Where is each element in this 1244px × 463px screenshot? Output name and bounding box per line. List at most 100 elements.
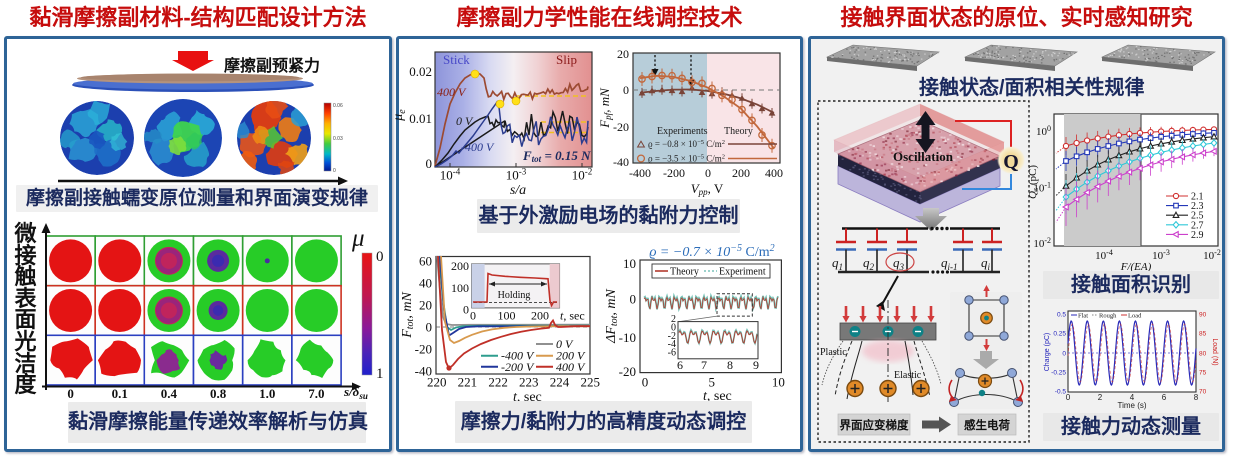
svg-text:20: 20 — [419, 298, 432, 313]
svg-text:qi: qi — [981, 255, 991, 272]
svg-text:2.3: 2.3 — [1191, 201, 1204, 212]
svg-text:221: 221 — [458, 375, 478, 390]
svg-text:1.0: 1.0 — [259, 386, 275, 401]
svg-text:0.02: 0.02 — [409, 64, 432, 79]
svg-text:100: 100 — [1036, 124, 1051, 138]
svg-text:0: 0 — [463, 303, 469, 317]
svg-text:0.8: 0.8 — [210, 386, 227, 401]
svg-text:0: 0 — [630, 292, 637, 307]
svg-text:200: 200 — [451, 259, 469, 273]
svg-text:7: 7 — [701, 358, 707, 372]
svg-text:-0.5: -0.5 — [1055, 389, 1067, 396]
svg-text:F/(EA): F/(EA) — [1120, 261, 1152, 273]
svg-text:q3: q3 — [893, 255, 905, 272]
svg-text:10-2: 10-2 — [1203, 248, 1221, 262]
svg-text:0: 0 — [623, 83, 629, 97]
svg-text:Load: Load — [1128, 313, 1142, 320]
svg-text:90: 90 — [1199, 312, 1207, 319]
svg-text:10: 10 — [623, 256, 636, 271]
svg-text:200: 200 — [531, 309, 549, 323]
svg-text:-200: -200 — [663, 166, 685, 180]
svg-text:8: 8 — [1194, 393, 1199, 402]
svg-text:Fpf, mN: Fpf, mN — [597, 87, 613, 129]
svg-text:9: 9 — [753, 358, 759, 372]
svg-text:6: 6 — [1162, 393, 1167, 402]
svg-text:8: 8 — [727, 358, 733, 372]
svg-text:2.9: 2.9 — [1191, 230, 1204, 241]
svg-text:μe: μe — [391, 109, 408, 122]
svg-text:2.1: 2.1 — [1191, 192, 1204, 203]
svg-text:2: 2 — [671, 314, 676, 325]
svg-text:Time (s): Time (s) — [1117, 401, 1146, 410]
svg-text:Theory: Theory — [670, 267, 699, 278]
svg-text:Load (N): Load (N) — [1211, 338, 1218, 365]
svg-text:0.1: 0.1 — [112, 386, 128, 401]
svg-text:Oscillation: Oscillation — [893, 149, 954, 164]
svg-text:Qs (pC): Qs (pC) — [1027, 165, 1040, 199]
svg-text:-10: -10 — [619, 330, 636, 345]
svg-text:-400: -400 — [629, 166, 651, 180]
svg-text:70: 70 — [1199, 389, 1207, 396]
svg-text:2.7: 2.7 — [1191, 220, 1204, 231]
svg-text:ϱ = −0.8 × 10−5 C/m2: ϱ = −0.8 × 10−5 C/m2 — [648, 139, 725, 149]
svg-text:0.5: 0.5 — [1057, 312, 1066, 319]
svg-text:ϱ = −3.5 × 10−5 C/m2: ϱ = −3.5 × 10−5 C/m2 — [648, 154, 725, 164]
svg-text:Elastic: Elastic — [894, 370, 922, 381]
svg-text:0.01: 0.01 — [409, 111, 432, 126]
svg-text:qi-1: qi-1 — [941, 255, 958, 272]
svg-text:0: 0 — [426, 156, 433, 171]
svg-text:220: 220 — [427, 375, 447, 390]
svg-text:10-4: 10-4 — [1095, 248, 1113, 262]
svg-text:5: 5 — [708, 375, 715, 390]
svg-text:10-3: 10-3 — [506, 167, 527, 183]
svg-text:μ: μ — [351, 225, 365, 252]
svg-text:0: 0 — [642, 375, 649, 390]
svg-text:-0.25: -0.25 — [1051, 370, 1066, 377]
svg-text:0.03: 0.03 — [333, 136, 343, 142]
svg-text:-40: -40 — [613, 155, 629, 169]
svg-text:0: 0 — [1062, 351, 1066, 358]
svg-text:400 V: 400 V — [437, 85, 467, 99]
svg-text:2: 2 — [1098, 393, 1103, 402]
svg-text:10-2: 10-2 — [1033, 236, 1051, 250]
svg-text:0: 0 — [1066, 393, 1071, 402]
svg-text:4: 4 — [1130, 393, 1135, 402]
svg-text:0: 0 — [67, 386, 74, 401]
svg-text:0.06: 0.06 — [333, 103, 343, 109]
svg-text:-20: -20 — [415, 342, 432, 357]
svg-text:10-2: 10-2 — [572, 167, 593, 183]
svg-text:0.4: 0.4 — [161, 386, 178, 401]
svg-text:q2: q2 — [863, 255, 875, 272]
svg-text:q1: q1 — [832, 255, 843, 272]
svg-text:-400 V: -400 V — [501, 349, 535, 363]
svg-text:-200 V: -200 V — [501, 360, 535, 374]
svg-text:40: 40 — [419, 276, 432, 291]
svg-text:-20: -20 — [619, 364, 636, 379]
svg-text:0: 0 — [376, 249, 384, 265]
svg-text:0.25: 0.25 — [1053, 331, 1066, 338]
svg-text:20: 20 — [617, 47, 629, 61]
svg-text:-400 V: -400 V — [461, 140, 495, 154]
svg-text:s/a: s/a — [510, 183, 526, 198]
svg-text:60: 60 — [419, 254, 432, 269]
svg-text:t, sec: t, sec — [703, 389, 732, 404]
svg-text:0: 0 — [470, 309, 476, 323]
svg-text:0: 0 — [426, 320, 433, 335]
svg-text:s/δsu: s/δsu — [343, 384, 368, 401]
svg-text:t, sec: t, sec — [560, 309, 585, 323]
svg-text:0 V: 0 V — [556, 337, 574, 351]
svg-text:400: 400 — [765, 166, 783, 180]
svg-text:1: 1 — [376, 366, 384, 382]
svg-text:Slip: Slip — [556, 52, 577, 67]
svg-text:Vpp, V: Vpp, V — [691, 181, 724, 197]
svg-text:感生电荷: 感生电荷 — [964, 418, 1010, 432]
svg-text:0 V: 0 V — [456, 114, 474, 128]
svg-text:-40: -40 — [415, 364, 432, 379]
svg-text:-20: -20 — [613, 120, 629, 134]
svg-text:2.5: 2.5 — [1191, 211, 1204, 222]
svg-text:100: 100 — [451, 281, 469, 295]
svg-text:10-3: 10-3 — [1152, 248, 1170, 262]
svg-text:200: 200 — [732, 166, 750, 180]
svg-text:-4: -4 — [668, 339, 676, 350]
svg-text:Q: Q — [1003, 151, 1019, 173]
